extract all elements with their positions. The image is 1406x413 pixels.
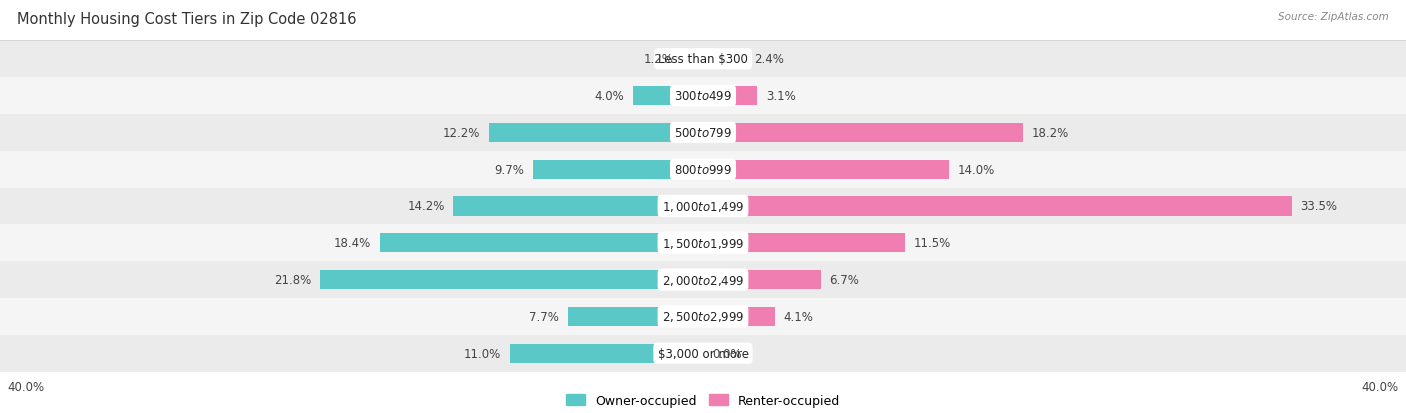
Bar bbox=[703, 160, 949, 179]
Text: 1.2%: 1.2% bbox=[644, 53, 673, 66]
Bar bbox=[703, 123, 1024, 142]
Text: Source: ZipAtlas.com: Source: ZipAtlas.com bbox=[1278, 12, 1389, 22]
Text: 33.5%: 33.5% bbox=[1301, 200, 1337, 213]
Text: $1,500 to $1,999: $1,500 to $1,999 bbox=[662, 236, 744, 250]
Text: Less than $300: Less than $300 bbox=[658, 53, 748, 66]
Text: $800 to $999: $800 to $999 bbox=[673, 163, 733, 176]
Bar bbox=[321, 271, 703, 290]
Text: 18.2%: 18.2% bbox=[1032, 127, 1069, 140]
Bar bbox=[380, 234, 703, 253]
Bar bbox=[0, 78, 1406, 115]
Text: $500 to $799: $500 to $799 bbox=[673, 127, 733, 140]
Text: 9.7%: 9.7% bbox=[494, 163, 524, 176]
Text: 4.0%: 4.0% bbox=[595, 90, 624, 103]
Bar bbox=[0, 152, 1406, 188]
Text: 0.0%: 0.0% bbox=[711, 347, 741, 360]
Bar bbox=[0, 298, 1406, 335]
Text: 7.7%: 7.7% bbox=[529, 310, 560, 323]
Bar bbox=[0, 41, 1406, 78]
Text: 14.2%: 14.2% bbox=[408, 200, 444, 213]
Bar bbox=[533, 160, 703, 179]
Bar bbox=[0, 335, 1406, 372]
Text: 21.8%: 21.8% bbox=[274, 273, 311, 286]
Bar bbox=[703, 87, 758, 106]
Text: $2,000 to $2,499: $2,000 to $2,499 bbox=[662, 273, 744, 287]
Bar bbox=[703, 271, 821, 290]
Text: 11.0%: 11.0% bbox=[464, 347, 501, 360]
Legend: Owner-occupied, Renter-occupied: Owner-occupied, Renter-occupied bbox=[567, 394, 839, 407]
Text: $3,000 or more: $3,000 or more bbox=[658, 347, 748, 360]
Bar bbox=[0, 188, 1406, 225]
Bar bbox=[703, 197, 1292, 216]
Text: 4.1%: 4.1% bbox=[785, 310, 814, 323]
Text: $300 to $499: $300 to $499 bbox=[673, 90, 733, 103]
Bar bbox=[454, 197, 703, 216]
Bar bbox=[489, 123, 703, 142]
Text: 3.1%: 3.1% bbox=[766, 90, 796, 103]
Bar bbox=[682, 50, 703, 69]
Text: 2.4%: 2.4% bbox=[754, 53, 783, 66]
Bar bbox=[633, 87, 703, 106]
Text: 11.5%: 11.5% bbox=[914, 237, 950, 250]
Text: $1,000 to $1,499: $1,000 to $1,499 bbox=[662, 199, 744, 214]
Bar bbox=[510, 344, 703, 363]
Text: 40.0%: 40.0% bbox=[1362, 380, 1399, 393]
Bar bbox=[703, 307, 775, 326]
Bar bbox=[703, 234, 905, 253]
Text: 12.2%: 12.2% bbox=[443, 127, 479, 140]
Bar bbox=[0, 115, 1406, 152]
Text: 18.4%: 18.4% bbox=[333, 237, 371, 250]
Text: 14.0%: 14.0% bbox=[957, 163, 995, 176]
Text: Monthly Housing Cost Tiers in Zip Code 02816: Monthly Housing Cost Tiers in Zip Code 0… bbox=[17, 12, 356, 27]
Bar bbox=[0, 225, 1406, 261]
Text: 6.7%: 6.7% bbox=[830, 273, 859, 286]
Bar bbox=[703, 50, 745, 69]
Bar bbox=[0, 261, 1406, 298]
Text: 40.0%: 40.0% bbox=[7, 380, 44, 393]
Text: $2,500 to $2,999: $2,500 to $2,999 bbox=[662, 310, 744, 324]
Bar bbox=[568, 307, 703, 326]
